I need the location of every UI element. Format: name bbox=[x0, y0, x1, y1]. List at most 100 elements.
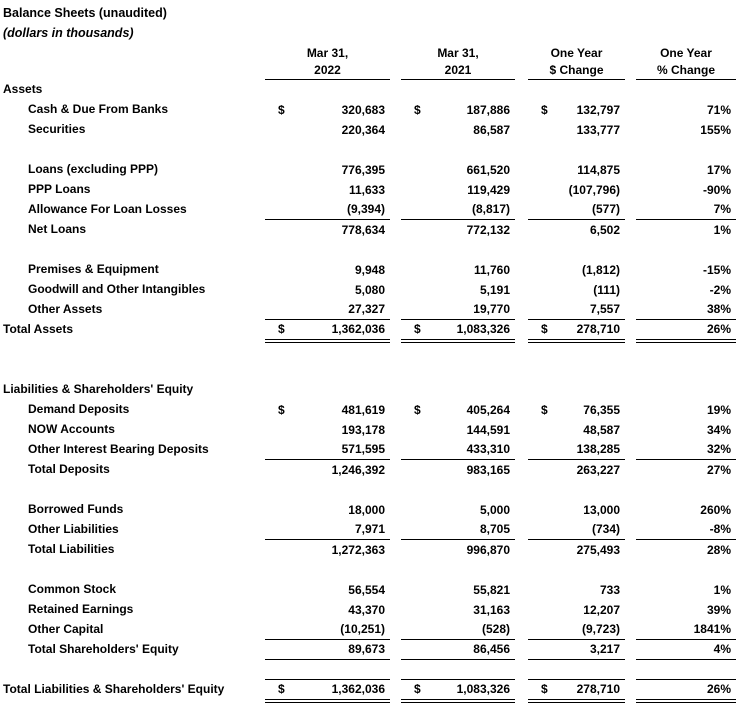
cell-value: 89,673 bbox=[348, 642, 385, 656]
column-header-line1: Mar 31, bbox=[437, 46, 479, 60]
dollar-sign: $ bbox=[541, 682, 548, 696]
cell-mar-2022: 18,000 bbox=[265, 500, 390, 520]
cell-value: -8% bbox=[709, 522, 731, 536]
table-row: Goodwill and Other Intangibles 5,080 5,1… bbox=[0, 280, 736, 300]
cell-value: 320,683 bbox=[341, 102, 385, 117]
cell-value: 220,364 bbox=[341, 122, 385, 137]
spacer-row bbox=[0, 140, 736, 160]
cell-value: 13,000 bbox=[583, 502, 620, 517]
cell-dollar-change: $76,355 bbox=[528, 400, 625, 420]
cell-dollar-change: 13,000 bbox=[528, 500, 625, 520]
section-header-row: Liabilities & Shareholders' Equity bbox=[0, 380, 736, 400]
cell-value: 275,493 bbox=[576, 542, 620, 557]
cell-value: 43,370 bbox=[348, 602, 385, 617]
cell-mar-2021: 11,760 bbox=[401, 260, 515, 280]
cell-value: 7,557 bbox=[589, 302, 620, 316]
cell-value: 12,207 bbox=[583, 602, 620, 617]
row-label: Allowance For Loan Losses bbox=[28, 202, 187, 216]
cell-mar-2021: $1,083,326 bbox=[401, 320, 515, 343]
cell-mar-2022: 9,948 bbox=[265, 260, 390, 280]
section-header-row: Assets bbox=[0, 80, 736, 100]
cell-value: 119,429 bbox=[467, 182, 510, 197]
cell-mar-2022: 1,272,363 bbox=[265, 540, 390, 560]
cell-value: 11,760 bbox=[473, 262, 510, 277]
cell-dollar-change bbox=[528, 80, 625, 100]
cell-percent-change: 1841% bbox=[636, 620, 736, 640]
cell-value: (10,251) bbox=[340, 622, 385, 636]
table-row: Other Interest Bearing Deposits 571,595 … bbox=[0, 440, 736, 460]
row-label: Total Deposits bbox=[28, 462, 110, 476]
total-row: Total Deposits 1,246,392 983,165 263,227… bbox=[0, 460, 736, 480]
table-row: Loans (excluding PPP) 776,395 661,520 11… bbox=[0, 160, 736, 180]
total-row: Total Liabilities 1,272,363 996,870 275,… bbox=[0, 540, 736, 560]
cell-value: 86,587 bbox=[473, 122, 510, 137]
cell-value: 38% bbox=[706, 302, 731, 316]
cell-percent-change: 32% bbox=[636, 440, 736, 460]
cell-percent-change: 26% bbox=[636, 680, 736, 703]
column-header-percent-change: One Year % Change bbox=[636, 44, 736, 80]
cell-value: 1% bbox=[713, 222, 731, 237]
cell-value: 19,770 bbox=[473, 302, 510, 316]
cell-mar-2021 bbox=[401, 240, 515, 260]
cell-percent-change: 38% bbox=[636, 300, 736, 320]
column-header-line2: 2022 bbox=[314, 63, 341, 77]
column-header-line1: Mar 31, bbox=[306, 46, 349, 60]
cell-value: 8,705 bbox=[479, 522, 510, 536]
cell-dollar-change: $278,710 bbox=[528, 320, 625, 343]
cell-value: (577) bbox=[591, 202, 620, 216]
cell-dollar-change bbox=[528, 240, 625, 260]
cell-mar-2022 bbox=[265, 660, 390, 680]
cell-mar-2022: (10,251) bbox=[265, 620, 390, 640]
row-label: Assets bbox=[3, 82, 43, 96]
table-row: Common Stock 56,554 55,821 733 1% bbox=[0, 580, 736, 600]
cell-mar-2021: $1,083,326 bbox=[401, 680, 515, 703]
cell-percent-change bbox=[636, 480, 736, 500]
cell-dollar-change: 3,217 bbox=[528, 640, 625, 660]
column-header-line2: % Change bbox=[656, 63, 715, 77]
cell-dollar-change bbox=[528, 660, 625, 680]
cell-percent-change: 155% bbox=[636, 120, 736, 140]
cell-mar-2021: 144,591 bbox=[401, 420, 515, 440]
cell-mar-2022: $1,362,036 bbox=[265, 320, 390, 343]
cell-percent-change bbox=[636, 560, 736, 580]
cell-mar-2021 bbox=[401, 340, 515, 360]
cell-dollar-change: 133,777 bbox=[528, 120, 625, 140]
column-header-line2: 2021 bbox=[444, 63, 472, 77]
cell-mar-2021 bbox=[401, 80, 515, 100]
cell-value: 76,355 bbox=[583, 402, 620, 417]
row-label: Retained Earnings bbox=[28, 602, 134, 616]
cell-mar-2022 bbox=[265, 360, 390, 380]
cell-value: 9,948 bbox=[354, 262, 385, 277]
cell-percent-change bbox=[636, 360, 736, 380]
cell-dollar-change: (107,796) bbox=[528, 180, 625, 200]
cell-mar-2021: 31,163 bbox=[401, 600, 515, 620]
cell-value: -15% bbox=[702, 262, 731, 277]
cell-value: (111) bbox=[593, 282, 620, 297]
cell-percent-change bbox=[636, 80, 736, 100]
cell-value: 263,227 bbox=[576, 462, 620, 477]
cell-value: 11,633 bbox=[348, 182, 385, 197]
row-label bbox=[0, 340, 265, 360]
column-header-line1: One Year bbox=[550, 46, 603, 60]
row-label bbox=[0, 480, 265, 500]
table-row: NOW Accounts 193,178 144,591 48,587 34% bbox=[0, 420, 736, 440]
cell-mar-2021 bbox=[401, 140, 515, 160]
table-row: Premises & Equipment 9,948 11,760 (1,812… bbox=[0, 260, 736, 280]
column-header-dollar-change: One Year $ Change bbox=[528, 44, 625, 80]
row-label: Premises & Equipment bbox=[28, 262, 159, 276]
table-row: Securities 220,364 86,587 133,777 155% bbox=[0, 120, 736, 140]
cell-value: 133,777 bbox=[576, 122, 620, 137]
cell-value: 7,971 bbox=[354, 522, 385, 536]
cell-dollar-change bbox=[528, 480, 625, 500]
table-row: Demand Deposits $481,619 $405,264 $76,35… bbox=[0, 400, 736, 420]
table-row: PPP Loans 11,633 119,429 (107,796) -90% bbox=[0, 180, 736, 200]
cell-mar-2022 bbox=[265, 380, 390, 400]
row-label: Other Assets bbox=[28, 302, 103, 316]
cell-dollar-change: 263,227 bbox=[528, 460, 625, 480]
row-label: Loans (excluding PPP) bbox=[28, 162, 159, 176]
cell-percent-change: 39% bbox=[636, 600, 736, 620]
row-label bbox=[0, 140, 265, 160]
cell-dollar-change: 6,502 bbox=[528, 220, 625, 240]
dollar-sign: $ bbox=[541, 402, 548, 417]
cell-percent-change bbox=[636, 140, 736, 160]
